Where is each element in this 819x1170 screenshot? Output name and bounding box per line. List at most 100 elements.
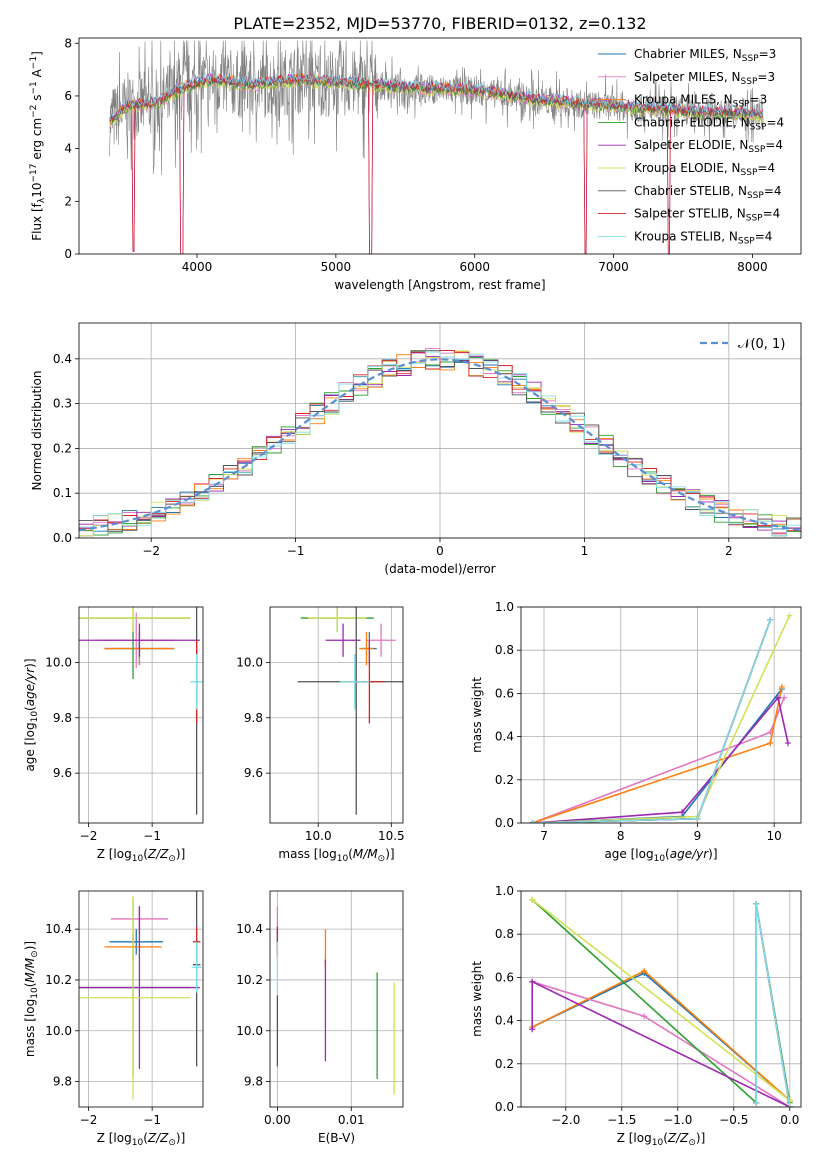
y-tick-label: 4 [64, 142, 72, 156]
x-tick-label: 7 [540, 829, 548, 843]
panel-residuals: −2 −1 0 1 2 0.0 0.1 0.2 0.3 0.4 (data-model)/error… [30, 322, 802, 576]
x-tick-label: −1 [287, 544, 305, 558]
plot-area [79, 607, 203, 815]
y-tick-label: 1.0 [495, 600, 514, 614]
weight-marker [641, 967, 648, 974]
axes-frame [78, 37, 802, 255]
weight-marker [694, 815, 701, 822]
x-tick-label: −2 [142, 544, 160, 558]
y-tick-label: 8 [64, 36, 72, 50]
panel-weight-vs-age: 7 8 9 10 0.0 0.2 0.4 0.6 0.8 1.0 age [log10(age/yr… [470, 600, 802, 864]
plot-area [297, 607, 403, 815]
plot-area [529, 612, 793, 823]
x-tick-label: −1.0 [663, 1113, 692, 1127]
y-axis-label: mass weight [470, 677, 484, 753]
x-axis-label: age [log10(age/yr)] [604, 847, 717, 864]
x-tick-label: −0.5 [719, 1113, 748, 1127]
weight-line [531, 969, 791, 1102]
y-tick-label: 10.0 [236, 1024, 263, 1038]
panel-spectrum: 4000 5000 6000 7000 8000 0 2 4 6 8 wavelength [Ang… [29, 36, 802, 292]
y-tick-label: 10.4 [236, 922, 263, 936]
axes-frame [78, 606, 204, 824]
y-tick-label: 10.4 [45, 922, 72, 936]
weight-marker [529, 820, 536, 823]
y-tick-label: 9.8 [53, 711, 72, 725]
panel-age-vs-mass: 10.0 10.5 9.6 9.8 10.0 mass [log10(M/M⊙)] [236, 606, 405, 864]
y-tick-label: 1.0 [495, 884, 514, 898]
x-tick-label: −2 [80, 829, 98, 843]
y-tick-label: 0.2 [53, 441, 72, 455]
panel-mass-vs-ebv: 0.00 0.01 9.8 10.0 10.2 10.4 E(B-V) [236, 890, 404, 1145]
weight-marker [778, 683, 785, 690]
y-tick-label: 9.6 [244, 766, 263, 780]
x-axis-label: Z [log10(Z/Z⊙)] [97, 1131, 186, 1148]
weight-marker [641, 1013, 648, 1020]
x-tick-label: −1 [143, 1113, 161, 1127]
weight-line [532, 695, 789, 823]
y-tick-label: 9.6 [53, 766, 72, 780]
x-tick-label: −1 [143, 829, 161, 843]
weight-marker [781, 694, 788, 701]
plot-area [276, 906, 395, 1095]
x-tick-label: 0.01 [338, 1113, 365, 1127]
x-axis-label: wavelength [Angstrom, rest frame] [334, 278, 545, 292]
y-tick-label: 0 [64, 247, 72, 261]
y-tick-label: 10.0 [45, 1024, 72, 1038]
y-tick-label: 9.8 [244, 711, 263, 725]
y-tick-label: 0.6 [495, 970, 514, 984]
weight-marker [529, 1026, 536, 1033]
legend-entry: Kroupa ELODIE, NSSP=4 [634, 161, 775, 178]
weight-line [531, 972, 791, 1102]
y-tick-label: 10.2 [45, 973, 72, 987]
legend-entry: Salpeter STELIB, NSSP=4 [634, 207, 780, 224]
plot-area [529, 896, 793, 1107]
panel-age-vs-Z: −2 −1 9.6 9.8 10.0 Z [log10(Z/Z⊙)] age [log10(… [23, 606, 204, 864]
weight-marker [679, 809, 686, 816]
panel-mass-vs-Z: −2 −1 9.8 10.0 10.2 10.4 Z [log10(Z/Z⊙)] mass [… [23, 890, 204, 1148]
y-tick-label: 9.8 [244, 1075, 263, 1089]
y-tick-label: 0.6 [495, 686, 514, 700]
x-axis-label: Z [log10(Z/Z⊙)] [617, 1131, 706, 1148]
y-tick-label: 10.0 [236, 655, 263, 669]
axes-frame [520, 606, 802, 824]
x-tick-label: 10.5 [378, 829, 405, 843]
axes-frame [269, 606, 404, 824]
y-axis-label: mass [log10(M/M⊙)] [23, 941, 40, 1057]
y-tick-label: 6 [64, 89, 72, 103]
y-tick-label: 10.2 [236, 973, 263, 987]
weight-line [532, 686, 783, 823]
weight-line [532, 688, 783, 823]
y-axis-label: mass weight [470, 961, 484, 1037]
x-tick-label: 6000 [459, 260, 490, 274]
x-tick-label: 5000 [321, 260, 352, 274]
y-axis-label: Flux [fλ10−17 erg cm−2 s−1 A−1] [29, 51, 47, 241]
normal-reference-curve [79, 358, 801, 532]
y-tick-label: 0.4 [495, 1014, 514, 1028]
x-axis-label: (data-model)/error [384, 562, 495, 576]
legend: Chabrier MILES, NSSP=3 Salpeter MILES, NS… [598, 47, 784, 246]
weight-line [532, 697, 785, 823]
legend-entry: Kroupa STELIB, NSSP=4 [634, 229, 772, 246]
legend-entry: Kroupa MILES, NSSP=3 [634, 93, 767, 110]
histogram-step [79, 349, 801, 535]
weight-marker [774, 694, 781, 701]
axes-frame [78, 890, 204, 1108]
weight-line [532, 615, 791, 823]
plot-area [79, 891, 202, 1100]
histogram-step [79, 351, 801, 537]
weight-marker [784, 740, 791, 747]
axes-frame [520, 890, 802, 1108]
y-tick-label: 0.0 [495, 816, 514, 830]
legend-entry: Chabrier MILES, NSSP=3 [634, 47, 776, 64]
y-tick-label: 0.4 [495, 730, 514, 744]
x-tick-label: 0.0 [780, 1113, 799, 1127]
axes-frame [269, 890, 404, 1108]
weight-marker [529, 896, 536, 903]
legend-entry: Salpeter ELODIE, NSSP=4 [634, 138, 783, 155]
y-axis-label: Normed distribution [30, 371, 44, 491]
y-tick-label: 0.0 [495, 1100, 514, 1114]
legend-entry: Chabrier ELODIE, NSSP=4 [634, 115, 784, 132]
x-tick-label: 0.00 [264, 1113, 291, 1127]
axes-frame [78, 322, 802, 539]
weight-marker [529, 978, 536, 985]
